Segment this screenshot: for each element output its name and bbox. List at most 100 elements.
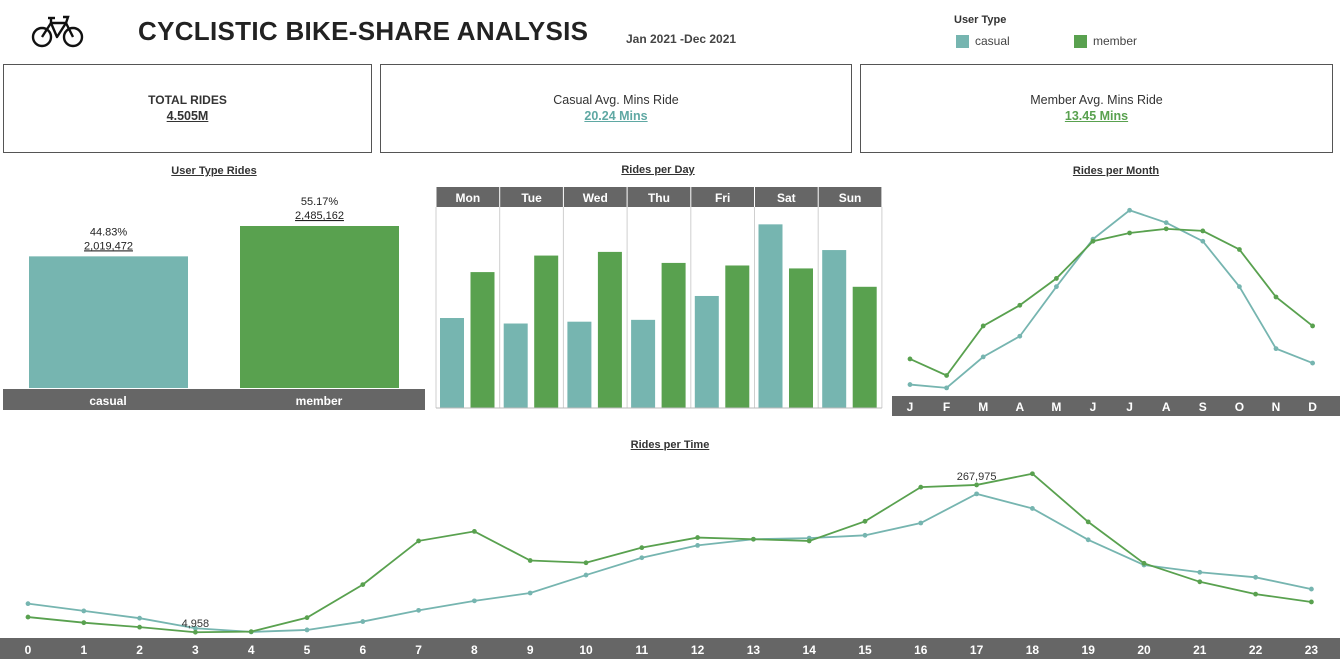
bar-member-Thu (661, 262, 686, 408)
point-member (639, 545, 645, 551)
x-tick: 10 (579, 643, 593, 657)
point-member (416, 538, 421, 544)
point-casual (1309, 586, 1314, 592)
bar-member-Sun (852, 286, 877, 408)
bar-casual-Sat (758, 224, 783, 408)
rides-per-day-chart: Mon Tue Wed Thu Fri Sat Sun (435, 187, 883, 409)
point-member (974, 482, 979, 488)
x-tick: 3 (192, 643, 199, 657)
x-tick: 15 (858, 643, 872, 657)
point-member (81, 620, 87, 626)
x-tick: 16 (914, 643, 928, 657)
rides-per-time-chart: 0 1 2 3 4 5 6 7 8 9 10 11 12 13 14 15 16 17 18 19 20 21 22 234,… (0, 471, 1340, 659)
day-label-Sat: Sat (777, 191, 796, 205)
point-casual (81, 608, 87, 614)
point-casual (1273, 346, 1279, 352)
x-tick: 8 (471, 643, 478, 657)
point-casual (416, 607, 421, 613)
point-member (1017, 302, 1023, 308)
legend-label-member: member (1093, 34, 1138, 48)
point-casual (1017, 333, 1023, 339)
legend-swatch-casual (956, 34, 969, 48)
day-header-Tue (500, 187, 563, 207)
x-tick: M (1051, 400, 1061, 414)
x-tick: F (943, 400, 950, 414)
x-tick: 12 (691, 643, 705, 657)
point-casual (695, 543, 700, 548)
point-casual (1237, 284, 1242, 290)
bar-casual (29, 256, 188, 388)
line-casual (27, 492, 1312, 633)
date-range: Jan 2021 -Dec 2021 (626, 32, 737, 46)
pct-label-member: 55.17% (301, 196, 339, 208)
day-header-Mon (436, 187, 500, 207)
point-casual (1200, 238, 1206, 244)
day-header-Sat (755, 187, 818, 207)
x-tick: 18 (1026, 643, 1040, 657)
point-member (1273, 294, 1279, 300)
point-member (1200, 228, 1206, 234)
kpi-total-rides-label: TOTAL RIDES (148, 93, 227, 107)
legend-item-casual[interactable]: casual (956, 34, 1010, 48)
point-casual (360, 619, 366, 624)
point-member (527, 558, 533, 563)
x-axis-band (892, 396, 1340, 416)
x-tick: 21 (1193, 643, 1207, 657)
point-member (806, 538, 812, 544)
legend-item-member[interactable]: member (1074, 34, 1137, 48)
point-casual (304, 627, 310, 633)
bicycle-icon (30, 14, 86, 50)
bar-member-Sat (789, 268, 813, 408)
point-casual (1030, 506, 1035, 511)
point-casual (1054, 284, 1059, 290)
point-casual (137, 615, 143, 621)
kpi-total-rides-value: 4.505M (166, 109, 209, 123)
x-tick: J (1126, 400, 1133, 414)
point-member (862, 518, 868, 524)
x-tick: 22 (1249, 643, 1263, 657)
x-tick: 1 (80, 643, 87, 657)
x-tick: M (978, 400, 988, 414)
bar-casual-Wed (567, 321, 592, 408)
x-tick: A (1162, 400, 1171, 414)
point-member (751, 536, 756, 542)
point-casual (944, 385, 949, 391)
day-header-Thu (627, 187, 691, 207)
point-member (1054, 276, 1059, 281)
point-casual (1163, 220, 1169, 226)
user-type-rides-chart: 44.83% 2,019,472 55.17% 2,485,162 casual memb… (3, 196, 425, 410)
point-member (695, 535, 700, 540)
day-label-Wed: Wed (583, 191, 608, 205)
point-casual (527, 590, 533, 596)
point-member (583, 560, 589, 566)
point-member (1127, 230, 1132, 236)
x-tick: 7 (415, 643, 422, 657)
legend-label-casual: casual (975, 34, 1010, 48)
kpi-member-avg-value: 13.45 Mins (1064, 109, 1129, 123)
x-tick: 19 (1082, 643, 1096, 657)
point-member (1085, 519, 1091, 525)
kpi-member-avg: Member Avg. Mins Ride 13.45 Mins (860, 64, 1333, 153)
point-casual (25, 601, 31, 607)
legend-title: User Type (954, 14, 1007, 26)
point-member (472, 529, 477, 534)
rides-per-month-title: Rides per Month (1072, 165, 1160, 177)
x-axis-band (3, 389, 425, 410)
point-member (1030, 471, 1035, 477)
kpi-casual-avg-value: 20.24 Mins (584, 109, 648, 123)
legend-swatch-member (1074, 34, 1087, 48)
x-tick: 0 (25, 643, 32, 657)
point-member (1197, 579, 1203, 585)
x-tick: 2 (136, 643, 143, 657)
kpi-total-rides: TOTAL RIDES 4.505M (3, 64, 372, 153)
bar-casual-Sun (822, 250, 847, 408)
x-tick: 9 (527, 643, 534, 657)
point-casual (907, 382, 913, 387)
annotation-label: 4,958 (182, 618, 210, 630)
rides-per-day-title: Rides per Day (621, 164, 695, 176)
day-header-Wed (563, 187, 627, 207)
bar-casual-Thu (631, 319, 656, 408)
bar-casual-Fri (694, 295, 719, 408)
x-tick: 17 (970, 643, 984, 657)
